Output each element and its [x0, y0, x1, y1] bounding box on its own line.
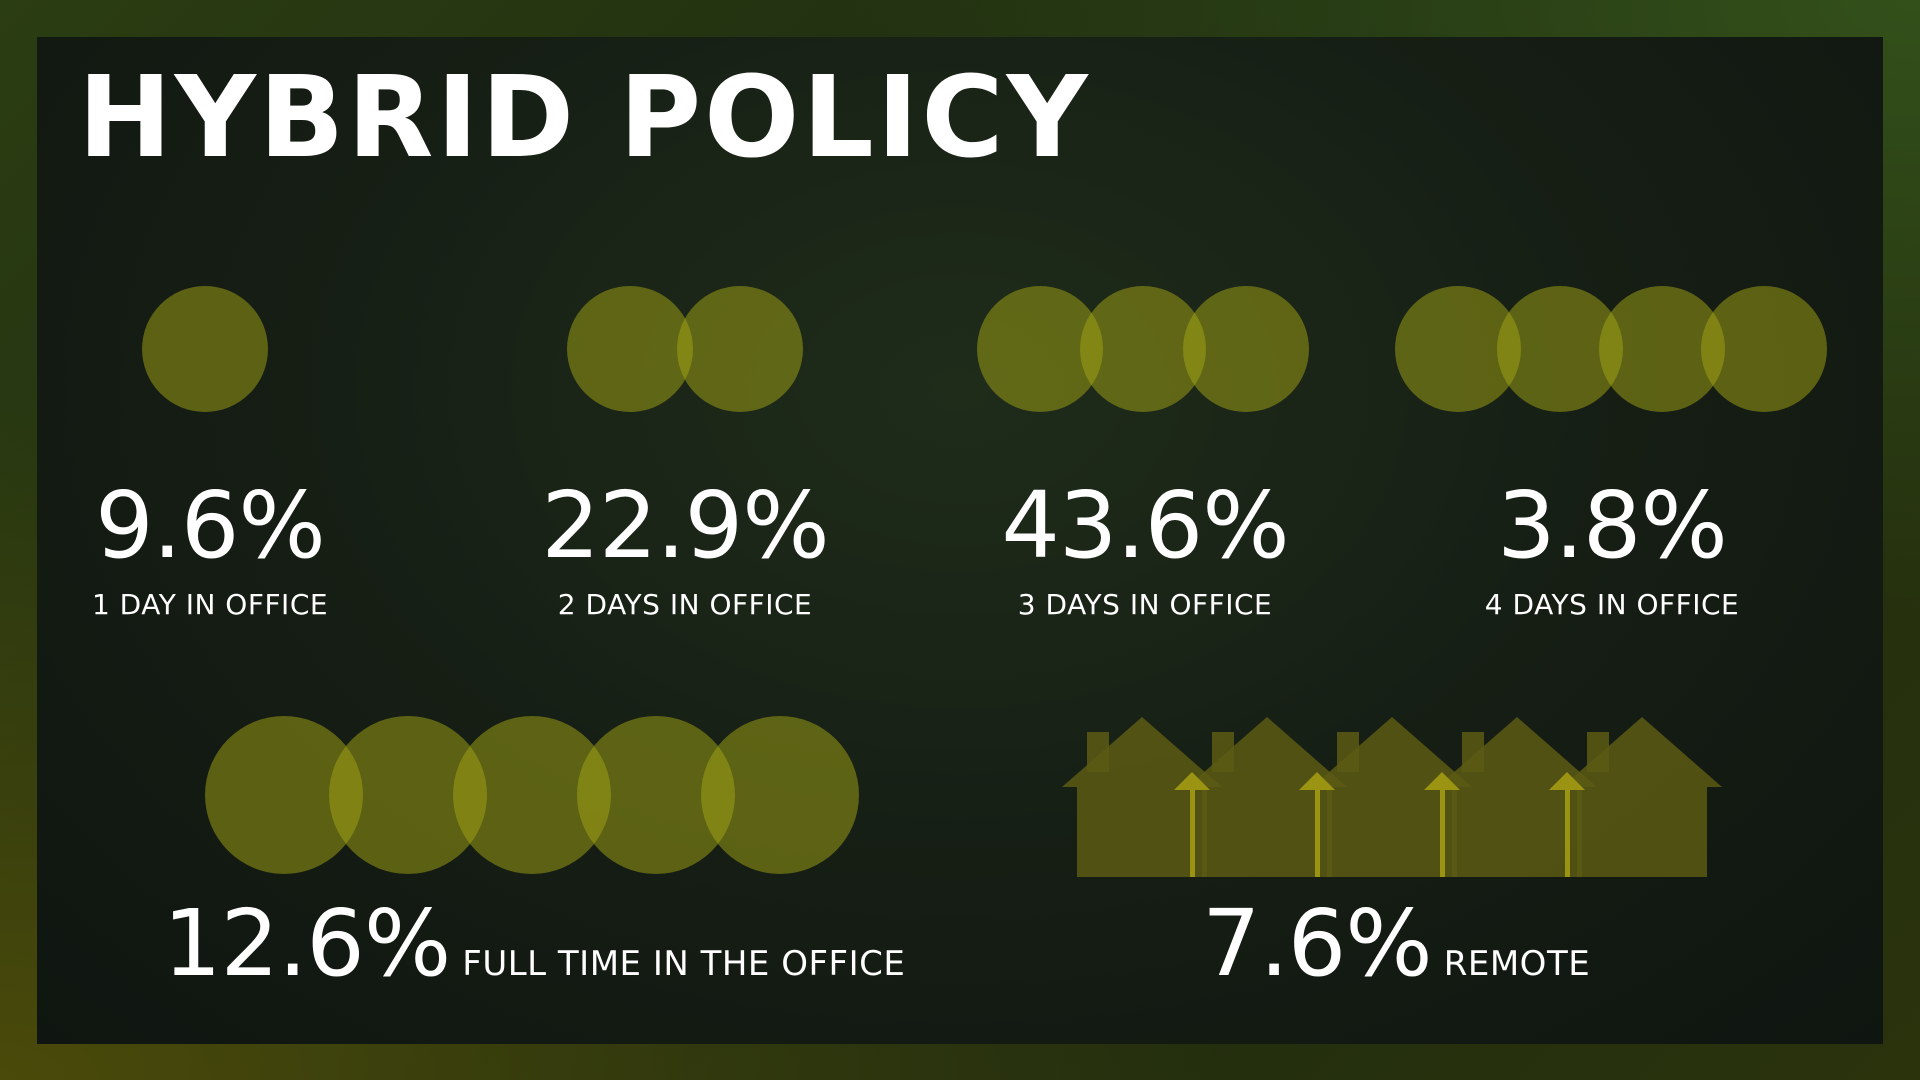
- circles-1-day-graphic: [142, 286, 268, 412]
- stat-full-time-label: FULL TIME IN THE OFFICE: [462, 944, 906, 984]
- stat-2-days: 22.9% 2 DAYS IN OFFICE: [465, 472, 905, 622]
- day-circle: [205, 716, 363, 874]
- stat-full-time-value: 12.6%: [163, 890, 451, 997]
- stat-4-days: 3.8% 4 DAYS IN OFFICE: [1392, 472, 1832, 622]
- page-title: HYBRID POLICY: [78, 53, 1091, 183]
- day-circle: [329, 716, 487, 874]
- stat-4-days-value: 3.8%: [1497, 472, 1728, 579]
- stat-1-day-value: 9.6%: [95, 472, 326, 579]
- stat-1-day-label: 1 DAY IN OFFICE: [91, 588, 329, 621]
- day-circle: [142, 286, 268, 412]
- stat-3-days: 43.6% 3 DAYS IN OFFICE: [925, 472, 1365, 622]
- house-icon: [1562, 717, 1722, 877]
- circles-3-days-graphic: [977, 286, 1309, 412]
- day-circle: [1497, 286, 1623, 412]
- stat-3-days-value: 43.6%: [1001, 472, 1289, 579]
- stat-remote: 7.6% REMOTE: [1202, 898, 1590, 990]
- stat-remote-value: 7.6%: [1202, 890, 1433, 997]
- day-circle: [977, 286, 1103, 412]
- stat-remote-label: REMOTE: [1443, 944, 1591, 984]
- stat-full-time: 12.6% FULL TIME IN THE OFFICE: [163, 898, 905, 990]
- day-circle: [567, 286, 693, 412]
- arrow-up-icon: [1549, 772, 1585, 877]
- arrow-up-icon: [1299, 772, 1335, 877]
- stat-1-day: 9.6% 1 DAY IN OFFICE: [0, 472, 430, 622]
- day-circle: [701, 716, 859, 874]
- day-circle: [453, 716, 611, 874]
- day-circle: [1701, 286, 1827, 412]
- circles-4-days-graphic: [1395, 286, 1827, 412]
- arrow-up-icon: [1424, 772, 1460, 877]
- day-circle: [677, 286, 803, 412]
- house-icon: [1437, 717, 1597, 877]
- day-circle: [1395, 286, 1521, 412]
- house-icon: [1187, 717, 1347, 877]
- stat-2-days-label: 2 DAYS IN OFFICE: [557, 588, 813, 621]
- stat-2-days-value: 22.9%: [541, 472, 829, 579]
- day-circle: [577, 716, 735, 874]
- day-circle: [1183, 286, 1309, 412]
- stat-4-days-label: 4 DAYS IN OFFICE: [1484, 588, 1740, 621]
- day-circle: [1080, 286, 1206, 412]
- stat-3-days-label: 3 DAYS IN OFFICE: [1017, 588, 1273, 621]
- day-circle: [1599, 286, 1725, 412]
- arrow-up-icon: [1174, 772, 1210, 877]
- circles-2-days-graphic: [567, 286, 803, 412]
- houses-remote-graphic: [1062, 717, 1722, 877]
- house-icon: [1062, 717, 1222, 877]
- circles-full-time-graphic: [205, 716, 859, 874]
- house-icon: [1312, 717, 1472, 877]
